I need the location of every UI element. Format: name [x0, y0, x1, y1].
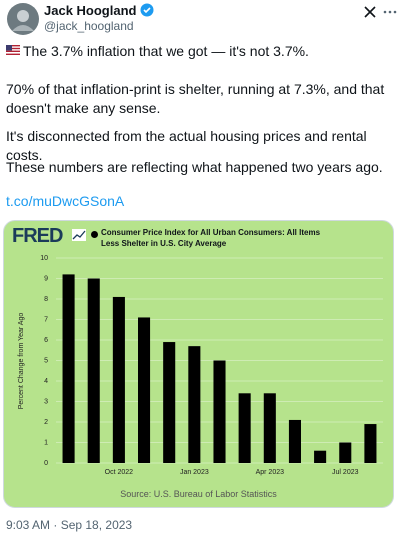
y-tick-label: 10: [40, 255, 48, 262]
y-tick-label: 5: [44, 357, 48, 364]
x-tick-label: Apr 2023: [256, 469, 285, 476]
more-menu[interactable]: [383, 10, 397, 14]
bar: [364, 424, 377, 463]
tweet-text: It's disconnected from the actual housin…: [6, 128, 367, 163]
tweet-text: These numbers are reflecting what happen…: [6, 159, 383, 175]
chart-source: Source: U.S. Bureau of Labor Statistics: [120, 489, 277, 499]
legend-marker: [91, 231, 98, 238]
y-tick-label: 8: [44, 296, 48, 303]
bar: [288, 419, 301, 463]
y-axis-label: Percent Change from Year Ago: [18, 313, 25, 410]
y-tick-label: 9: [44, 275, 48, 282]
y-tick-label: 0: [44, 460, 48, 467]
chart-title: Consumer Price Index for All Urban Consu…: [101, 228, 321, 248]
chart: Percent Change from Year Ago 0 1 2 3 4 5 6 7 8 9 1…: [18, 255, 383, 476]
chart-card[interactable]: FRED Consumer Price Index for All Urban …: [3, 220, 394, 508]
bar: [213, 360, 226, 463]
verified-badge: [140, 3, 154, 17]
timestamp[interactable]: 9:03 AM · Sep 18, 2023: [6, 518, 133, 532]
x-tick-label: Jul 2023: [332, 469, 359, 476]
avatar[interactable]: [7, 3, 39, 35]
author-name[interactable]: Jack Hoogland: [44, 3, 137, 18]
bar: [188, 346, 201, 463]
y-tick-label: 6: [44, 337, 48, 344]
y-tick-label: 3: [44, 398, 48, 405]
bar: [138, 317, 151, 463]
bar: [238, 393, 251, 463]
x-tick-label: Oct 2022: [105, 469, 134, 476]
y-tick-label: 1: [44, 439, 48, 446]
y-tick-label: 4: [44, 378, 48, 385]
bar: [87, 278, 100, 463]
bar: [339, 442, 352, 463]
tweet-text: The 3.7% inflation that we got — it's no…: [23, 43, 309, 59]
bar: [314, 450, 327, 463]
bar: [112, 296, 125, 463]
bar: [263, 393, 276, 463]
bar: [163, 342, 176, 463]
tweet-link[interactable]: t.co/muDwcGSonA: [6, 193, 125, 209]
tweet-text: 70% of that inflation-print is shelter, …: [6, 81, 385, 116]
bar: [62, 274, 75, 463]
x-tick-label: Jan 2023: [180, 469, 209, 476]
y-tick-label: 2: [44, 419, 48, 426]
author-handle[interactable]: @jack_hoogland: [44, 19, 134, 33]
fred-logo: FRED: [12, 225, 63, 247]
y-tick-label: 7: [44, 316, 48, 323]
fred-icon: [72, 229, 86, 241]
us-flag: [6, 45, 20, 55]
x-logo[interactable]: [364, 6, 376, 18]
